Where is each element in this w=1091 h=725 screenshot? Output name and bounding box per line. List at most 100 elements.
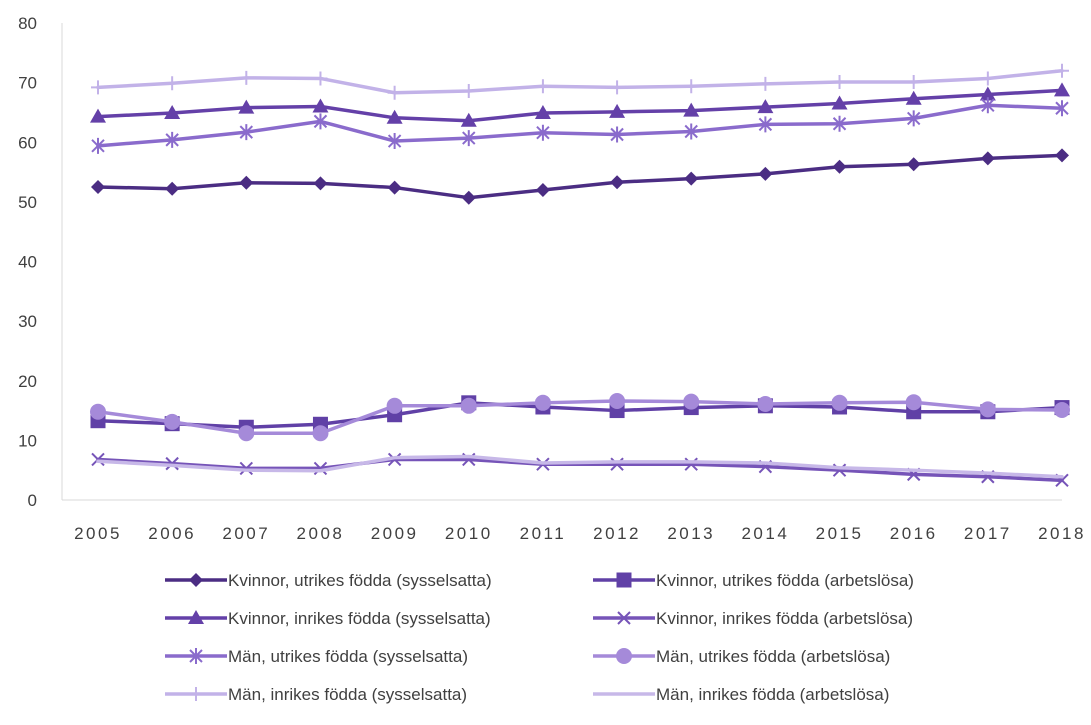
data-point [91, 452, 105, 467]
data-point [684, 79, 699, 94]
legend-item: Män, inrikes födda (sysselsatta) [165, 685, 467, 704]
legend-item: Män, utrikes födda (arbetslösa) [593, 647, 890, 666]
legend-label: Män, inrikes födda (sysselsatta) [228, 685, 467, 704]
data-point [980, 151, 995, 166]
data-point [461, 190, 476, 205]
data-point [239, 70, 254, 85]
data-point [1055, 100, 1069, 117]
data-point [536, 124, 550, 141]
y-tick-label: 0 [28, 491, 37, 510]
data-point [1054, 82, 1070, 97]
data-point [313, 71, 328, 86]
data-point [387, 180, 402, 195]
legend-item: Kvinnor, utrikes födda (arbetslösa) [593, 571, 914, 590]
data-point [90, 108, 106, 123]
data-point [980, 71, 995, 86]
data-point [165, 456, 179, 471]
data-point [610, 175, 625, 190]
data-point [239, 124, 254, 141]
legend-label: Kvinnor, inrikes födda (sysselsatta) [228, 609, 491, 628]
data-point [91, 80, 105, 95]
x-tick-label: 2017 [964, 524, 1012, 543]
series-7 [96, 454, 1064, 479]
data-point [386, 109, 403, 124]
plot-area [90, 63, 1070, 488]
series-line [96, 88, 1064, 123]
data-point [1054, 401, 1070, 418]
y-tick-label: 70 [18, 74, 37, 93]
series-3 [91, 452, 1069, 488]
x-tick-label: 2011 [520, 524, 567, 543]
legend-label: Kvinnor, utrikes födda (sysselsatta) [228, 571, 492, 590]
data-point [906, 157, 921, 172]
legend-item: Kvinnor, utrikes födda (sysselsatta) [165, 571, 492, 590]
data-point [462, 130, 476, 147]
data-point [617, 611, 631, 625]
series-line [96, 68, 1064, 95]
data-point [387, 133, 402, 150]
data-point [535, 182, 550, 197]
y-tick-label: 50 [18, 193, 37, 212]
series-line [96, 457, 1064, 483]
data-point [239, 461, 254, 476]
data-point [832, 159, 847, 174]
data-point [313, 176, 328, 191]
data-point [535, 79, 550, 94]
x-tick-label: 2009 [371, 524, 419, 543]
y-tick-label: 80 [18, 14, 37, 33]
series-line [96, 401, 1064, 430]
data-point [313, 113, 328, 130]
data-point [610, 126, 624, 143]
x-tick-label: 2014 [741, 524, 789, 543]
data-point [386, 397, 403, 414]
data-point [758, 166, 773, 181]
data-point [979, 401, 996, 418]
x-tick-label: 2012 [593, 524, 641, 543]
legend-label: Män, inrikes födda (arbetslösa) [656, 685, 889, 704]
data-point [616, 648, 632, 664]
data-point [461, 83, 476, 98]
data-point [165, 131, 179, 148]
data-point [534, 394, 551, 411]
data-point [683, 102, 700, 117]
y-tick-label: 30 [18, 312, 37, 331]
data-point [188, 610, 204, 624]
data-point [312, 425, 329, 442]
data-point [758, 116, 773, 133]
data-point [534, 105, 551, 120]
x-tick-label: 2007 [222, 524, 270, 543]
legend-label: Män, utrikes födda (sysselsatta) [228, 647, 468, 666]
data-point [91, 179, 105, 194]
data-point [905, 394, 922, 411]
legend-item: Män, utrikes födda (sysselsatta) [165, 647, 468, 666]
series-line [96, 454, 1064, 479]
data-point [609, 103, 626, 118]
data-point [238, 99, 255, 114]
y-axis: 0 10 20 30 40 50 60 70 80 [18, 14, 63, 510]
legend-label: Kvinnor, utrikes födda (arbetslösa) [656, 571, 914, 590]
legend-item: Män, inrikes födda (arbetslösa) [593, 685, 889, 704]
data-point [832, 115, 847, 132]
data-point [387, 85, 402, 100]
series-6 [91, 63, 1069, 100]
legend-label: Kvinnor, inrikes födda (arbetslösa) [656, 609, 913, 628]
data-point [979, 86, 996, 101]
series-5 [90, 393, 1070, 442]
data-point [609, 393, 626, 410]
data-point [831, 95, 848, 110]
series-line [96, 153, 1064, 200]
data-point [831, 394, 848, 411]
data-point [91, 137, 105, 154]
data-point [981, 97, 995, 114]
data-point [832, 75, 847, 90]
data-point [683, 393, 700, 410]
data-point [906, 75, 921, 90]
data-point [460, 397, 477, 414]
data-point [238, 425, 255, 442]
series-0 [91, 148, 1069, 205]
data-point [189, 648, 203, 664]
legend-item: Kvinnor, inrikes födda (sysselsatta) [165, 609, 491, 628]
data-point [90, 403, 106, 420]
data-point [239, 175, 254, 190]
